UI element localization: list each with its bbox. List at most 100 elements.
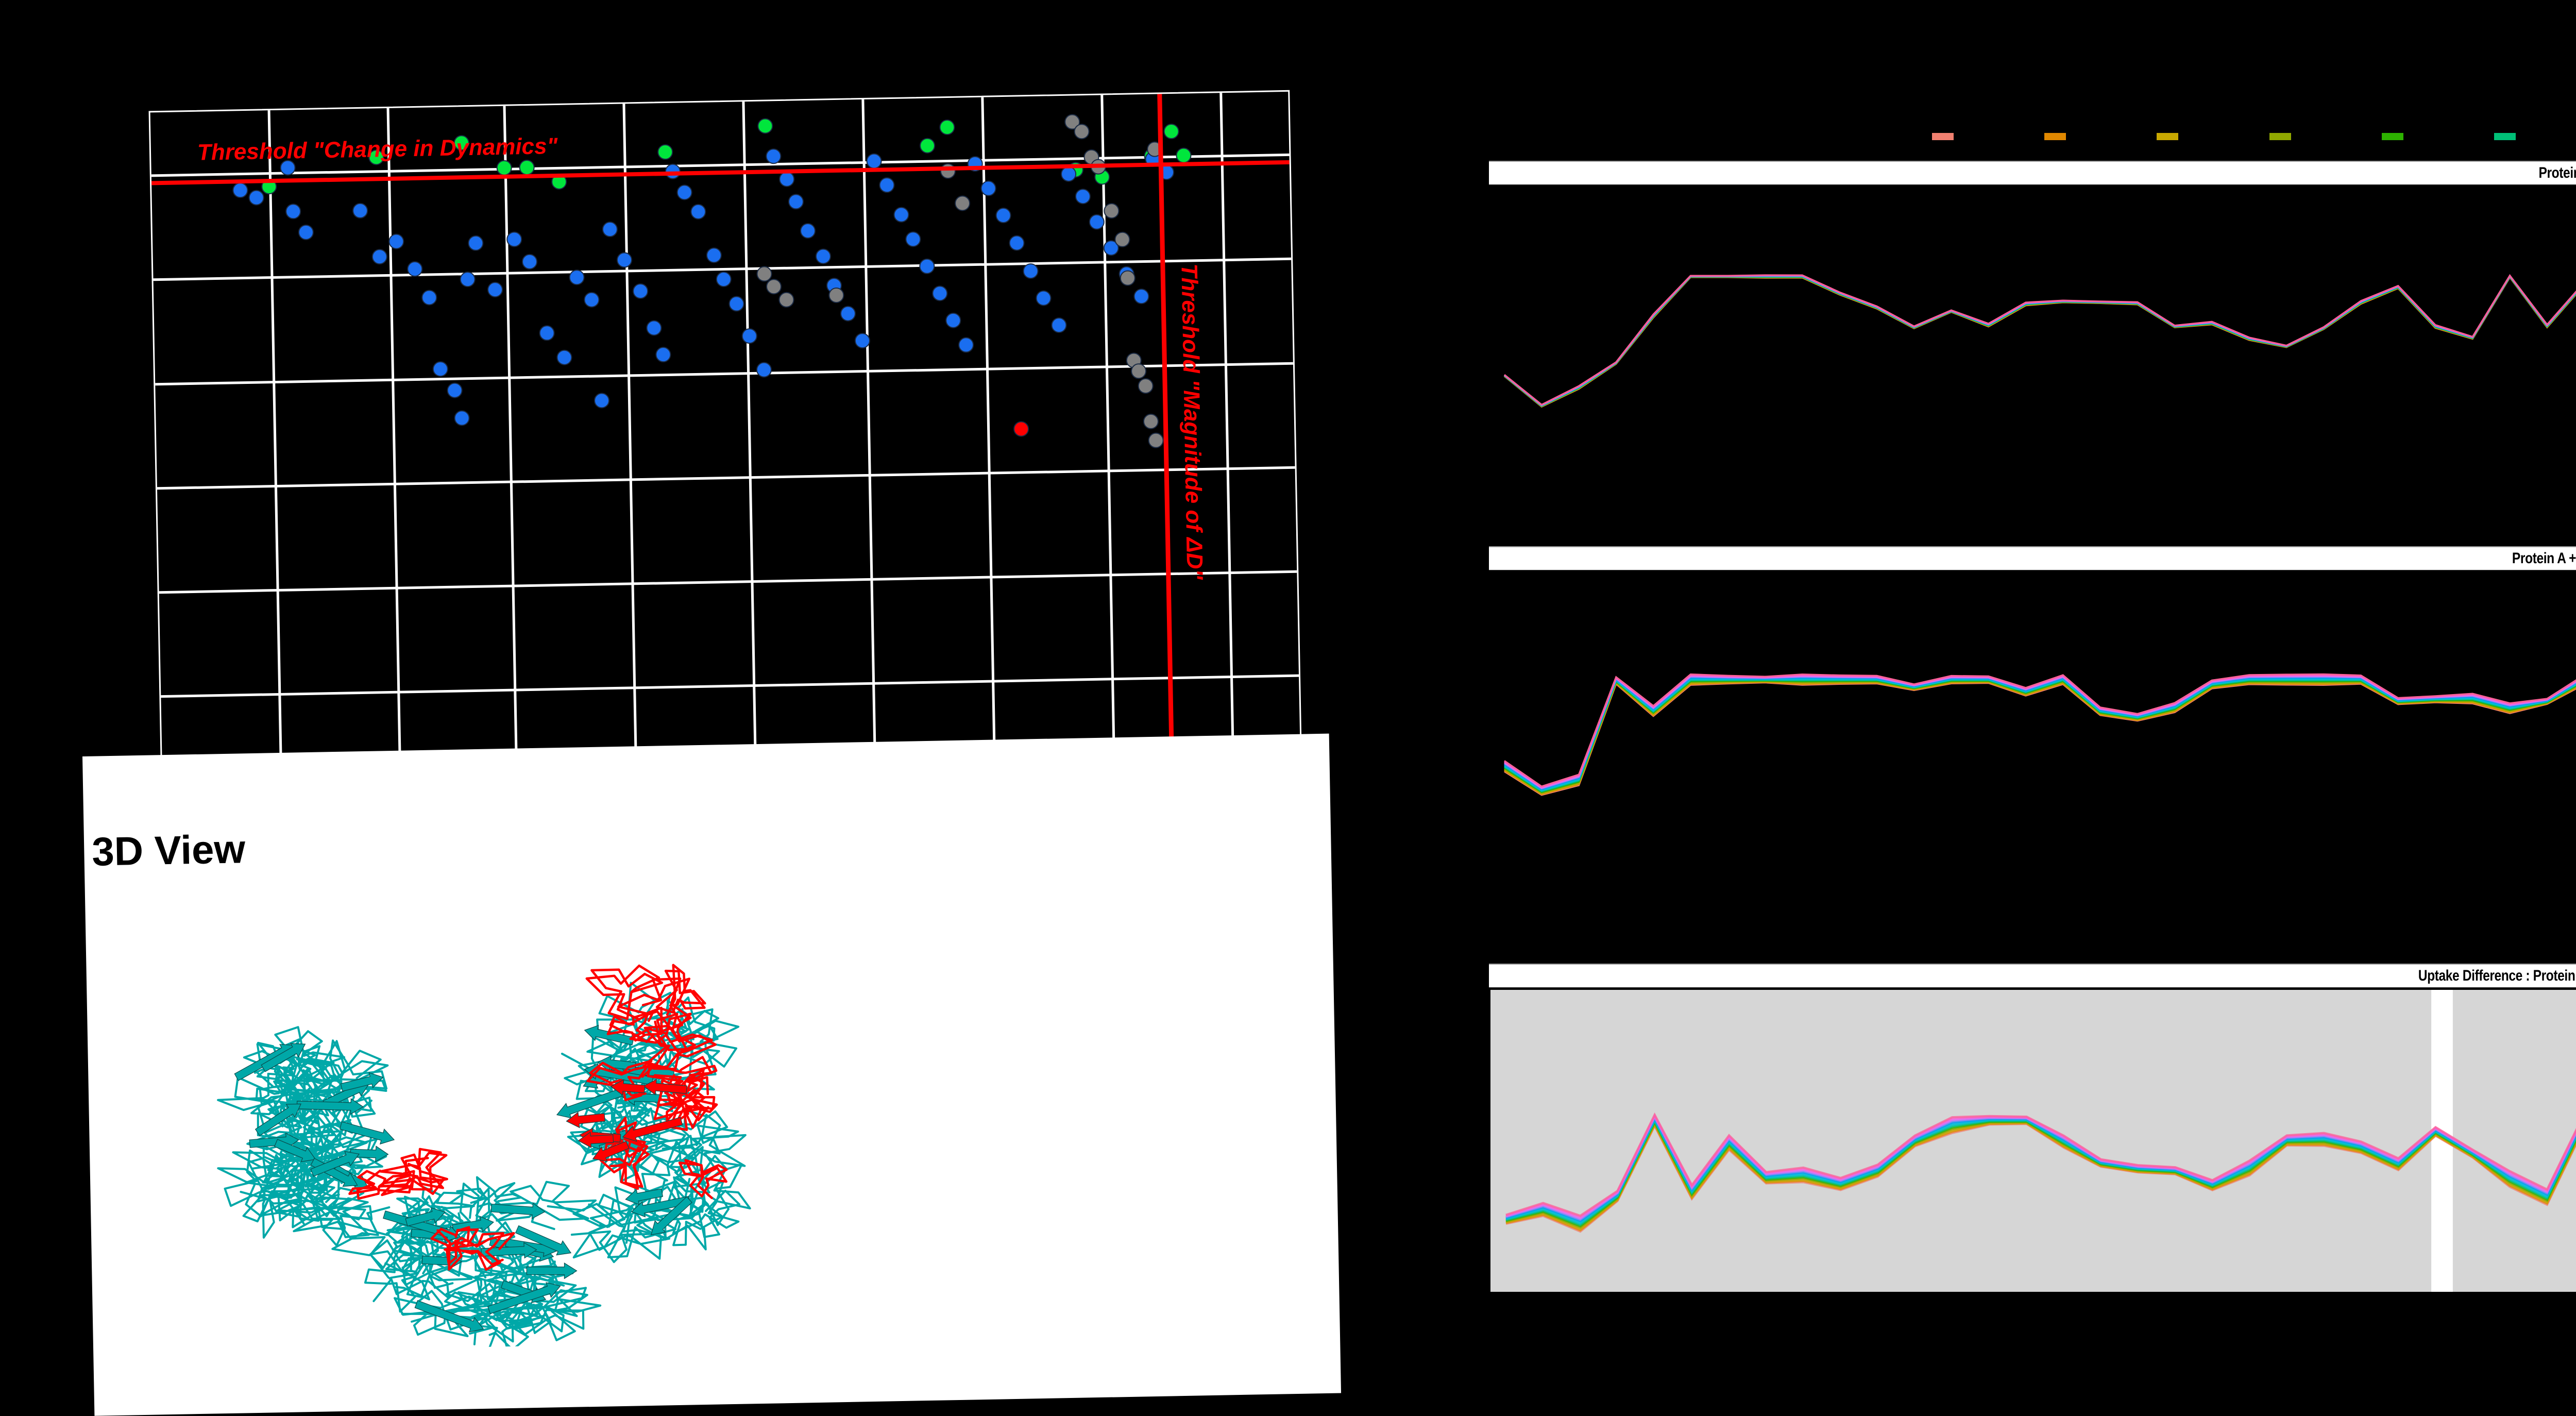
- volcano-point[interactable]: [954, 195, 971, 211]
- volcano-point[interactable]: [879, 177, 895, 193]
- volcano-point[interactable]: [433, 361, 449, 377]
- volcano-point[interactable]: [1013, 420, 1029, 437]
- volcano-point[interactable]: [893, 207, 909, 223]
- volcano-point[interactable]: [1130, 363, 1146, 379]
- volcano-point[interactable]: [1133, 288, 1150, 305]
- volcano-point[interactable]: [1051, 317, 1067, 333]
- volcano-point[interactable]: [728, 296, 744, 312]
- volcano-point[interactable]: [421, 290, 437, 306]
- volcano-point[interactable]: [285, 204, 301, 220]
- volcano-point[interactable]: [521, 254, 538, 270]
- volcano-point[interactable]: [995, 207, 1012, 224]
- volcano-point[interactable]: [633, 283, 649, 299]
- volcano-point[interactable]: [657, 144, 673, 160]
- volcano-point[interactable]: [454, 410, 470, 426]
- volcano-point[interactable]: [468, 235, 484, 251]
- volcano-point[interactable]: [594, 393, 610, 409]
- volcano-point[interactable]: [539, 325, 555, 341]
- volcano-point[interactable]: [371, 249, 387, 265]
- uptake-trace: [1503, 275, 2576, 408]
- volcano-point[interactable]: [1061, 166, 1077, 182]
- volcano-point[interactable]: [655, 346, 672, 363]
- panel-protein-a-ligand[interactable]: Protein A + Ligand: [1489, 546, 2576, 835]
- volcano-point[interactable]: [939, 119, 955, 136]
- volcano-point[interactable]: [298, 224, 314, 240]
- volcano-point[interactable]: [778, 171, 795, 187]
- volcano-point[interactable]: [460, 271, 476, 288]
- volcano-point[interactable]: [919, 138, 935, 154]
- volcano-point[interactable]: [487, 282, 503, 298]
- volcano-point[interactable]: [646, 320, 662, 336]
- volcano-point[interactable]: [905, 231, 921, 247]
- volcano-point[interactable]: [741, 328, 758, 344]
- volcano-point[interactable]: [556, 349, 572, 366]
- volcano-point[interactable]: [945, 312, 961, 329]
- volcano-point[interactable]: [958, 337, 974, 353]
- volcano-plot-frame[interactable]: Threshold "Change in Dynamics" Threshold…: [148, 90, 1302, 766]
- volcano-point[interactable]: [1104, 203, 1120, 219]
- volcano-point[interactable]: [248, 190, 265, 206]
- 3d-view-panel[interactable]: -200 logit (pvalueMagnitude_of_Delta_D) …: [82, 733, 1342, 1416]
- volcano-point[interactable]: [1074, 123, 1090, 140]
- volcano-point[interactable]: [388, 233, 404, 250]
- volcano-point[interactable]: [584, 292, 600, 308]
- volcano-point[interactable]: [940, 163, 956, 179]
- volcano-point[interactable]: [828, 287, 844, 304]
- panel-protein-a-plot[interactable]: [1489, 186, 2576, 449]
- volcano-point[interactable]: [706, 247, 722, 263]
- legend-swatch-4[interactable]: [2381, 133, 2403, 140]
- volcano-datapoints[interactable]: [150, 92, 1289, 449]
- volcano-point[interactable]: [1075, 188, 1091, 205]
- volcano-point[interactable]: [1008, 235, 1025, 251]
- volcano-point[interactable]: [766, 148, 782, 164]
- volcano-point[interactable]: [766, 279, 782, 295]
- volcano-point[interactable]: [569, 269, 585, 285]
- volcano-point[interactable]: [854, 332, 871, 349]
- panel-protein-a-ligand-plot[interactable]: [1489, 571, 2576, 835]
- volcano-point[interactable]: [840, 305, 856, 322]
- panel-uptake-difference-plot[interactable]: [1489, 988, 2576, 1293]
- protein-ribbon-svg[interactable]: [147, 892, 825, 1353]
- volcano-point[interactable]: [932, 285, 948, 301]
- volcano-point[interactable]: [1120, 270, 1136, 286]
- volcano-point[interactable]: [757, 118, 773, 134]
- volcano-point[interactable]: [1138, 378, 1154, 394]
- volcano-point[interactable]: [778, 292, 794, 308]
- volcano-point[interactable]: [1036, 290, 1052, 306]
- legend-swatch-2[interactable]: [2157, 133, 2179, 140]
- volcano-point[interactable]: [716, 271, 732, 288]
- legend-swatch-5[interactable]: [2494, 133, 2516, 140]
- volcano-point[interactable]: [1147, 432, 1164, 449]
- volcano-point[interactable]: [980, 180, 996, 196]
- protein-ribbon-structure[interactable]: [147, 892, 825, 1356]
- volcano-point[interactable]: [1175, 147, 1192, 163]
- volcano-point[interactable]: [815, 248, 832, 265]
- volcano-point[interactable]: [519, 159, 535, 176]
- volcano-point[interactable]: [1023, 263, 1039, 279]
- volcano-point[interactable]: [232, 182, 248, 198]
- volcano-point[interactable]: [676, 184, 692, 201]
- volcano-point[interactable]: [352, 203, 368, 219]
- volcano-point[interactable]: [1163, 124, 1180, 140]
- volcano-point[interactable]: [800, 223, 816, 239]
- volcano-point[interactable]: [496, 160, 512, 176]
- volcano-point[interactable]: [690, 204, 706, 220]
- volcano-point[interactable]: [866, 153, 882, 169]
- volcano-point[interactable]: [1143, 413, 1159, 429]
- timepoint-legend[interactable]: [1932, 129, 2576, 149]
- volcano-point[interactable]: [919, 258, 935, 275]
- volcano-plot-panel[interactable]: Threshold "Change in Dynamics" Threshold…: [0, 0, 1340, 804]
- volcano-point[interactable]: [756, 362, 772, 378]
- legend-swatch-1[interactable]: [2044, 133, 2066, 140]
- volcano-point[interactable]: [506, 231, 522, 247]
- legend-swatch-0[interactable]: [1932, 133, 1954, 140]
- volcano-point[interactable]: [788, 194, 804, 210]
- volcano-point[interactable]: [616, 252, 632, 268]
- ribbon-beta-strand: [255, 1103, 301, 1136]
- volcano-point[interactable]: [1114, 231, 1130, 247]
- legend-swatch-3[interactable]: [2269, 133, 2291, 140]
- volcano-point[interactable]: [602, 221, 618, 237]
- volcano-point[interactable]: [447, 382, 463, 398]
- panel-protein-a[interactable]: Protein A: [1489, 161, 2576, 449]
- panel-uptake-difference[interactable]: Uptake Difference : Protein A - (Protein…: [1489, 964, 2576, 1293]
